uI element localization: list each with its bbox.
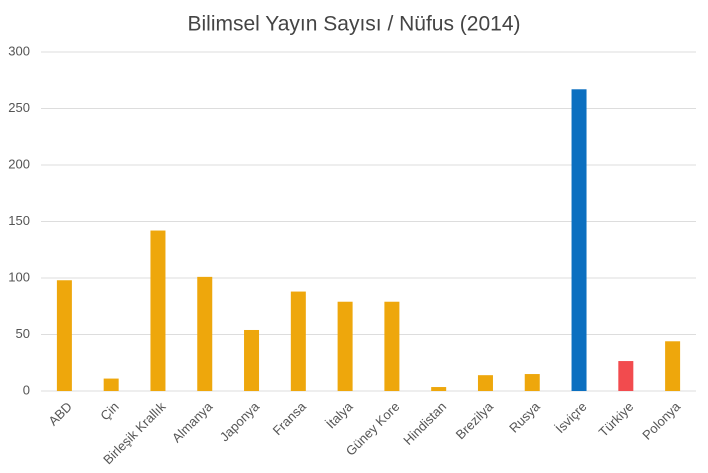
x-tick-label: Brezilya	[453, 398, 497, 442]
bar	[197, 276, 213, 391]
y-tick-label: 250	[8, 100, 30, 115]
y-tick-label: 150	[8, 213, 30, 228]
bar	[431, 387, 447, 391]
y-tick-label: 100	[8, 269, 30, 284]
x-tick-label: ABD	[45, 399, 75, 429]
chart-title: Bilimsel Yayın Sayısı / Nüfus (2014)	[187, 13, 520, 36]
bar	[665, 341, 681, 391]
bar	[103, 378, 119, 391]
x-tick-label: Türkiye	[596, 399, 637, 440]
x-tick-label: Almanya	[169, 398, 216, 445]
x-tick-label: Polonya	[639, 398, 683, 442]
y-tick-label: 0	[23, 382, 30, 397]
bar	[384, 301, 400, 391]
x-tick-label: Hindistan	[400, 399, 449, 448]
y-tick-label: 50	[16, 326, 30, 341]
x-tick-label: Fransa	[270, 398, 310, 438]
bar	[524, 374, 540, 391]
bar	[618, 361, 634, 391]
x-tick-label: İtalya	[323, 398, 356, 431]
y-tick-label: 300	[8, 43, 30, 58]
bar	[150, 230, 166, 391]
x-tick-label: Rusya	[506, 398, 543, 435]
bar	[337, 301, 353, 391]
x-tick-label: Japonya	[217, 398, 263, 444]
bar	[571, 89, 587, 391]
x-tick-label: Çin	[97, 399, 121, 423]
bar	[290, 291, 306, 391]
bar	[56, 280, 72, 391]
y-tick-label: 200	[8, 156, 30, 171]
bar	[477, 375, 493, 391]
x-tick-label: İsviçre	[552, 399, 589, 436]
bar	[244, 329, 260, 391]
